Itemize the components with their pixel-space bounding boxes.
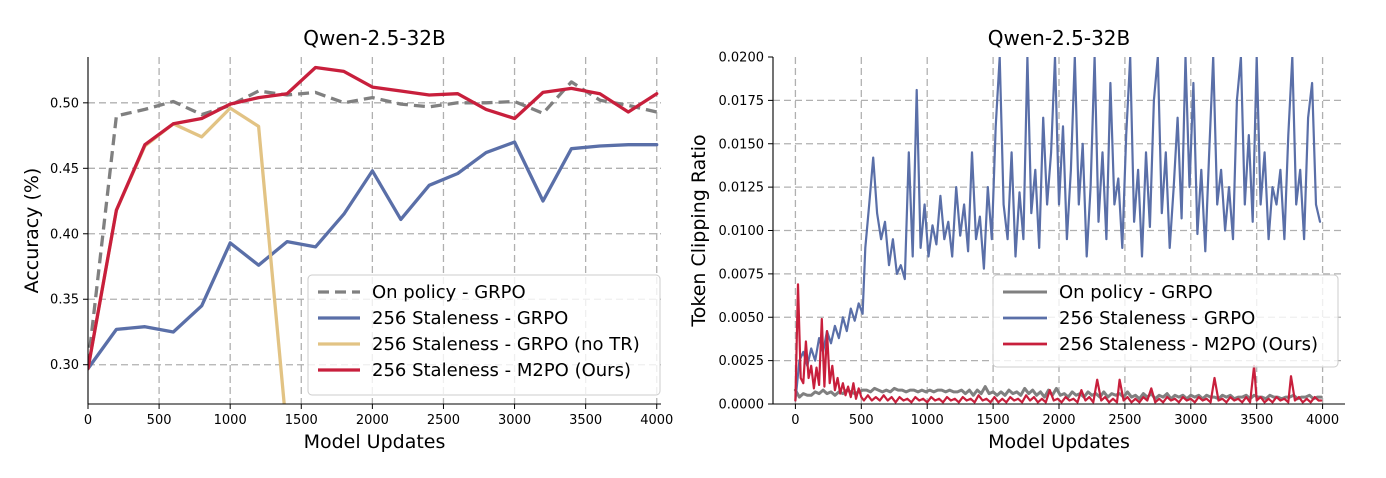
legend-box (992, 274, 1339, 368)
series-line-3 (88, 106, 286, 404)
y-tick-label: 0.0150 (719, 137, 765, 152)
y-tick-label: 0.0075 (719, 267, 765, 282)
x-tick-label: 3000 (498, 413, 531, 428)
x-tick-label: 500 (147, 413, 172, 428)
series-line-1 (88, 80, 658, 365)
x-tick-label: 0 (791, 413, 799, 428)
legend-label-1: On policy - GRPO (1059, 282, 1213, 303)
x-axis-title: Model Updates (988, 431, 1130, 453)
series-line-4 (88, 65, 659, 371)
chart-panel-1: 0 500 1000 1500 2000 2500 3000 3500 4000 0.30 0.35… (21, 26, 673, 453)
y-tick-label: 0.30 (50, 358, 79, 373)
x-tick-label: 1500 (977, 413, 1010, 428)
x-tick-label: 3500 (1240, 413, 1273, 428)
x-tick-label: 500 (849, 413, 874, 428)
y-tick-label: 0.50 (50, 96, 79, 111)
series-line-2 (794, 57, 1322, 402)
x-tick-label: 2000 (1042, 413, 1075, 428)
x-tick-label: 3500 (569, 413, 602, 428)
chart-title: Qwen-2.5-32B (303, 26, 446, 50)
x-tick-label: 4000 (640, 413, 673, 428)
x-tick-label: 1000 (911, 413, 944, 428)
legend-label-2: 256 Staleness - GRPO (372, 308, 568, 329)
series-group (88, 65, 659, 404)
y-tick-label: 0.0175 (719, 94, 765, 109)
x-tick-label: 1500 (285, 413, 318, 428)
y-tick-label: 0.0100 (719, 224, 765, 239)
y-tick-label: 0.0125 (719, 181, 765, 196)
x-tick-label: 1000 (214, 413, 247, 428)
legend: On policy - GRPO 256 Staleness - GRPO 256 … (307, 274, 661, 396)
series-group (793, 57, 1323, 404)
y-tick-label: 0.0000 (719, 398, 765, 413)
y-tick-label: 0.0025 (719, 354, 765, 369)
x-tick-label: 4000 (1306, 413, 1339, 428)
legend-box (307, 274, 661, 396)
y-tick-label: 0.0200 (719, 51, 765, 66)
legend-label-4: 256 Staleness - M2PO (Ours) (372, 360, 631, 381)
y-axis-title: Token Clipping Ratio (688, 134, 710, 327)
legend-label-2: 256 Staleness - GRPO (1059, 308, 1255, 329)
y-tick-label: 0.0050 (719, 311, 765, 326)
y-tick-label: 0.45 (50, 162, 79, 177)
x-tick-label: 3000 (1174, 413, 1207, 428)
y-tick-label: 0.40 (50, 227, 79, 242)
x-tick-label: 0 (84, 413, 92, 428)
chart-title: Qwen-2.5-32B (988, 26, 1131, 50)
x-axis-title: Model Updates (304, 431, 446, 453)
y-axis-title: Accuracy (%) (21, 168, 43, 294)
series-line-3 (794, 283, 1323, 404)
legend-label-3: 256 Staleness - M2PO (Ours) (1059, 334, 1318, 355)
legend: On policy - GRPO 256 Staleness - GRPO 256 … (992, 274, 1339, 368)
legend-label-3: 256 Staleness - GRPO (no TR) (372, 334, 640, 355)
y-tick-label: 0.35 (50, 293, 79, 308)
chart-panel-2: 0 500 1000 1500 2000 2500 3000 3500 4000 0.0000 0.… (688, 26, 1345, 453)
x-tick-label: 2500 (427, 413, 460, 428)
legend-label-1: On policy - GRPO (372, 282, 526, 303)
x-tick-label: 2500 (1108, 413, 1141, 428)
x-tick-label: 2000 (356, 413, 389, 428)
series-line-1 (793, 385, 1323, 401)
series-line-2 (88, 140, 659, 371)
